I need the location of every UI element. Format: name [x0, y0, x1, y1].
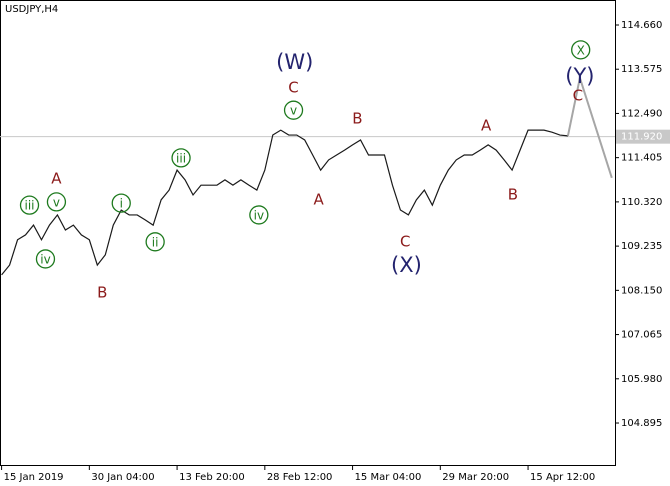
wave-label: C	[573, 87, 583, 105]
wave-label: ii	[152, 235, 159, 249]
x-tick-label: 29 Mar 20:00	[442, 472, 509, 483]
wave-circle	[46, 192, 67, 212]
wave-label: v	[53, 195, 60, 209]
wave-label: i	[120, 197, 123, 211]
y-tick-label: 107.065	[621, 330, 662, 341]
wave-circle	[249, 205, 269, 225]
y-tick-label: 104.895	[621, 418, 662, 429]
wave-label: A	[51, 169, 62, 187]
price-line	[1, 129, 568, 276]
x-tick-label: 15 Jan 2019	[4, 472, 64, 483]
y-tick-label: 111.405	[621, 153, 662, 164]
price-line	[566, 74, 613, 179]
y-tick-label: 112.490	[621, 108, 662, 119]
wave-label: iv	[40, 252, 50, 266]
wave-circle	[571, 40, 591, 60]
wave-label: A	[314, 191, 325, 209]
wave-label: v	[290, 104, 297, 118]
x-tick-label: 15 Apr 12:00	[530, 472, 595, 483]
y-tick-label: 114.660	[621, 20, 662, 31]
wave-label: (X)	[391, 253, 422, 277]
wave-label: (Y)	[565, 64, 594, 88]
chart-title: USDJPY,H4	[5, 4, 58, 15]
wave-circle	[145, 232, 165, 252]
x-tick-label: 15 Mar 04:00	[355, 472, 422, 483]
x-tick-label: 13 Feb 20:00	[179, 472, 245, 483]
wave-circle	[35, 249, 56, 269]
x-tick-label: 30 Jan 04:00	[91, 472, 154, 483]
wave-label: C	[288, 78, 298, 96]
y-tick-label: 108.150	[621, 285, 662, 296]
wave-label: C	[400, 233, 410, 251]
y-tick-label: 110.320	[621, 197, 662, 208]
plot-frame	[0, 0, 616, 466]
wave-label: A	[481, 116, 492, 134]
wave-circle	[111, 193, 131, 213]
wave-label: iii	[25, 199, 35, 213]
y-tick-label: 109.235	[621, 241, 662, 252]
wave-label: iv	[254, 208, 264, 222]
last-price-box	[616, 129, 670, 144]
y-tick-label: 113.575	[621, 64, 662, 75]
wave-circle	[171, 148, 191, 168]
last-price-label: 111.920	[621, 132, 662, 143]
wave-label: (W)	[276, 50, 313, 74]
wave-label: X	[577, 43, 585, 57]
x-tick-label: 28 Feb 12:00	[267, 472, 333, 483]
wave-label: B	[97, 283, 107, 301]
y-tick-label: 105.980	[621, 374, 662, 385]
wave-circle	[283, 100, 304, 120]
wave-label: iii	[176, 151, 186, 165]
wave-label: B	[352, 109, 362, 127]
wave-circle	[19, 195, 40, 215]
wave-label: B	[508, 186, 518, 204]
